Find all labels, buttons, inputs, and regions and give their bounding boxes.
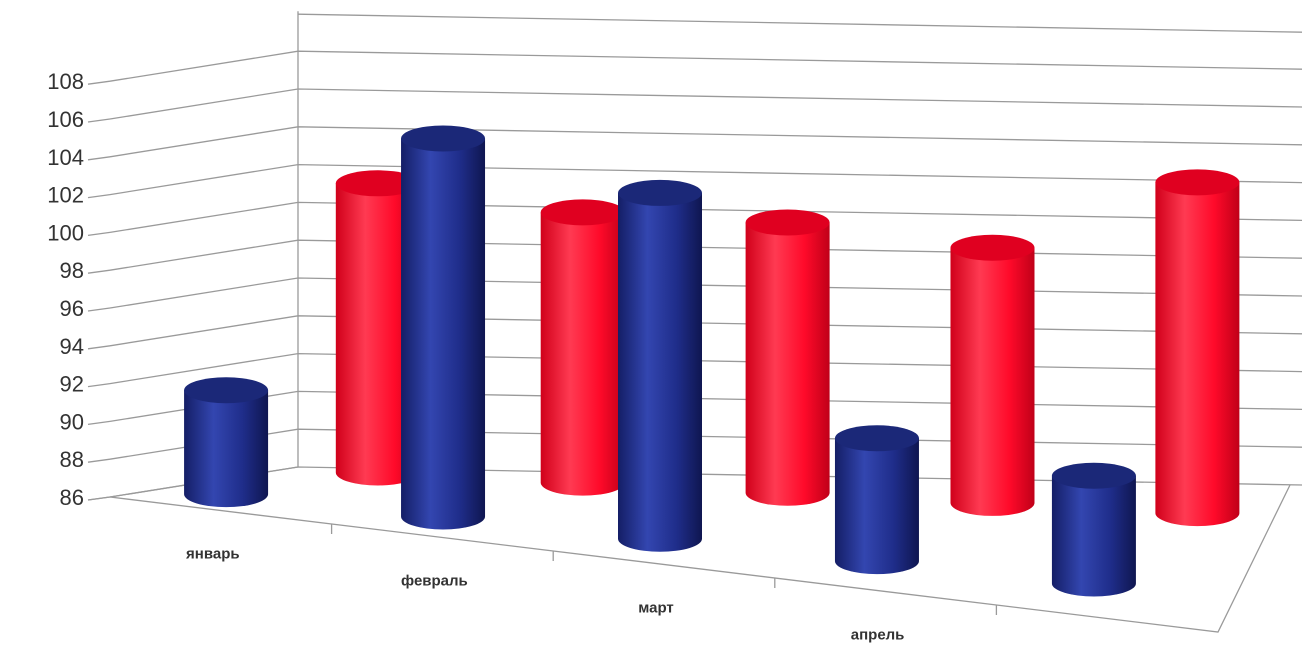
y-tick-label: 88 — [60, 447, 84, 472]
y-tick-label: 100 — [47, 220, 84, 245]
cylinder-body — [335, 183, 420, 486]
y-tick-mark — [87, 156, 111, 161]
y-tick-label: 108 — [47, 69, 84, 94]
y-tick-mark — [87, 458, 111, 463]
bar-series-2 — [1155, 169, 1240, 527]
y-tick-mark — [87, 496, 111, 501]
y-tick-label: 104 — [47, 145, 84, 170]
bar-series-2 — [540, 199, 625, 496]
gridline — [109, 239, 1302, 271]
cylinder-body — [184, 390, 269, 508]
gridline — [109, 50, 1302, 82]
gridline — [109, 428, 1302, 460]
cylinder-body — [1051, 475, 1136, 597]
bar-series-1 — [618, 179, 702, 552]
cylinder-body — [745, 222, 830, 506]
cylinder-top — [1155, 169, 1240, 196]
cylinder-top — [950, 234, 1035, 261]
y-tick-mark — [87, 80, 111, 85]
y-tick-mark — [87, 345, 111, 350]
cylinder-body — [1155, 182, 1240, 527]
y-tick-label: 94 — [60, 334, 84, 359]
gridline — [109, 390, 1302, 423]
gridline — [109, 277, 1302, 309]
y-tick-label: 96 — [60, 296, 84, 321]
bar-series-1 — [184, 377, 269, 508]
x-tick-label: апрель — [851, 627, 905, 644]
y-tick-mark — [87, 193, 111, 199]
bars — [184, 125, 1240, 597]
bar-series-2 — [745, 209, 830, 506]
y-tick-mark — [87, 118, 111, 123]
cylinder-body — [834, 438, 919, 575]
cylinder-top — [745, 209, 830, 236]
y-axis-ticks: 86 88 90 92 94 96 98 100 102 104 106 108 — [47, 69, 84, 510]
cylinder-top — [335, 170, 420, 197]
cylinder-top — [618, 179, 702, 206]
cylinder-top — [401, 125, 486, 152]
gridline — [109, 201, 1302, 234]
y-tick-mark — [87, 269, 111, 274]
y-tick-mark — [87, 420, 111, 426]
y-tick-mark — [87, 382, 111, 388]
cylinder-body — [950, 247, 1035, 516]
bar-series-1 — [401, 125, 486, 530]
bar-series-2 — [950, 234, 1035, 516]
cylinder-body — [401, 138, 486, 530]
floor-edge — [109, 484, 1291, 633]
y-tick-mark — [87, 231, 111, 237]
cylinder-body — [540, 212, 625, 496]
x-tick-label: март — [638, 600, 674, 617]
gridline — [109, 352, 1302, 385]
cylinder-top — [540, 199, 625, 226]
bar-series-1 — [1051, 462, 1136, 597]
gridline — [109, 126, 1302, 158]
x-axis-ticks: январьфевральмартапрельмай — [186, 524, 998, 644]
gridline — [109, 163, 1302, 196]
bar-series-1 — [834, 425, 919, 575]
cylinder-top — [184, 377, 269, 404]
y-tick-label: 90 — [60, 409, 84, 434]
bar-series-2 — [335, 170, 420, 486]
y-tick-mark — [87, 307, 111, 312]
gridline — [109, 315, 1302, 347]
x-tick-label: февраль — [401, 573, 468, 590]
y-tick-label: 106 — [47, 107, 84, 132]
cylinder-top — [834, 425, 919, 452]
x-tick-label: январь — [186, 546, 240, 563]
gridline — [297, 13, 1302, 33]
y-tick-label: 102 — [47, 183, 84, 208]
cylinder-top — [1051, 462, 1136, 489]
y-tick-label: 98 — [60, 258, 84, 283]
y-tick-label: 86 — [60, 485, 84, 510]
cylinder-body — [618, 192, 702, 552]
gridline — [109, 88, 1302, 120]
y-tick-label: 92 — [60, 372, 84, 397]
